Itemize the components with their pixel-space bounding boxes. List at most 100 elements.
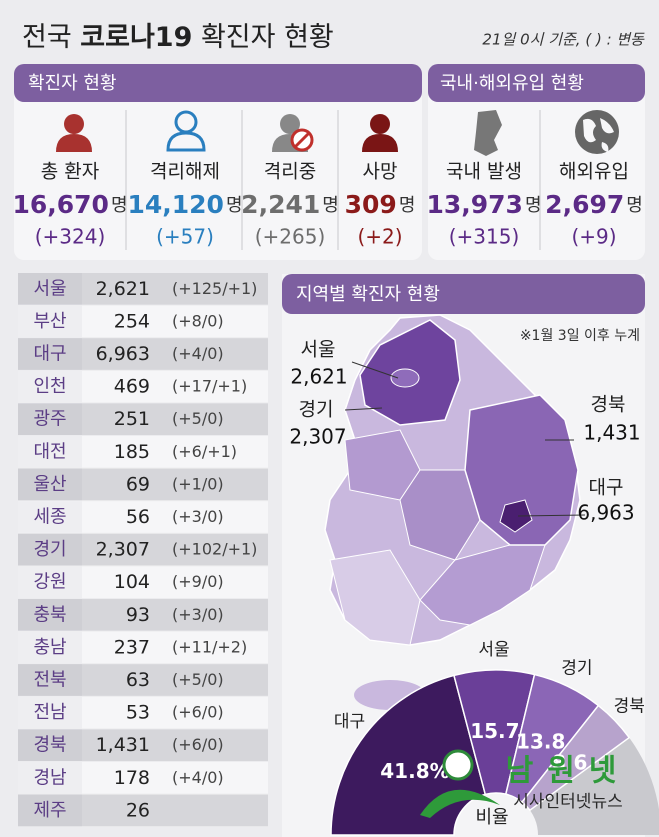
stat-label: 사망 [363,161,398,183]
region-count: 104 [114,571,150,593]
stat-unit: 명 [111,195,128,216]
stat-number: 14,120 [127,190,223,219]
region-count: 178 [114,767,150,789]
table-row-name-cell [18,599,82,631]
watermark-leaf [420,789,500,818]
stat-label: 격리해제 [150,161,220,183]
stat-unit: 명 [525,195,542,216]
map-label-value: 1,431 [583,421,640,445]
stat-label: 해외유입 [559,161,629,183]
status-header [14,64,422,102]
ratio-value-label: 13.8 [516,729,565,753]
table-row-name-cell [18,338,82,370]
watermark-logo [442,749,474,781]
table-row-name-cell [18,664,82,696]
table-row-name-cell [18,370,82,403]
map-label-value: 2,307 [289,425,346,449]
region-change: (+3/0) [172,507,224,526]
region-change: (+11/+2) [172,637,247,656]
region-change: (+3/0) [172,605,224,624]
region-count: 254 [114,310,150,332]
region-change: (+4/0) [172,768,224,787]
stat-change: (+265) [255,225,326,249]
region-change: (+6/0) [172,703,224,722]
map-gyeongbuk [464,394,579,546]
icon-globe [575,110,619,154]
ratio-chart: 41.8% 대구 15.7 서울 13.8 경기 8.6 경북 [330,640,659,836]
region-change: (+102/+1) [172,540,257,559]
region-count: 2,307 [96,539,150,561]
region-count: 237 [114,636,150,658]
stat-change: (+2) [357,225,402,249]
region-name: 충북 [33,604,66,625]
stat-value: 14,120 명 [127,190,242,219]
stat-label: 국내 발생 [446,161,522,183]
ratio-segment [521,704,631,812]
region-count: 1,431 [96,734,150,756]
region-count: 26 [126,799,150,821]
region-count: 185 [114,441,150,463]
map-labels: 서울 2,621 경기 2,307 경북 1,431 대구6,963 [289,339,640,525]
map-label-name: 대구 [589,477,624,499]
leader-line [351,361,399,379]
region-count: 69 [126,473,150,495]
icons [56,110,619,156]
stat-label: 총 환자 [41,161,99,183]
map-note: ※1월 3일 이후 누계 [520,328,640,344]
ratio-category: 경기 [561,659,592,679]
table-row-name-cell [18,403,82,435]
region-change: (+4/0) [172,344,224,363]
map-label-name: 경북 [591,394,626,416]
map-header [282,274,645,314]
table-row-name-cell [18,696,82,729]
region-name: 충남 [33,637,66,658]
table-row-name-cell [18,729,82,761]
origin-title: 국내·해외유입 현황 [440,73,584,94]
region-count: 251 [114,408,150,430]
watermark-name: 남원넷 [506,754,631,789]
region-name: 경남 [33,767,66,788]
ratio-value-label: 8.6 [552,751,587,775]
region-name: 대구 [33,344,66,365]
region-name: 전남 [33,702,66,723]
table-row-name-cell [18,436,82,468]
ratio-category: 경북 [614,697,645,717]
region-count: 469 [114,376,150,398]
region-name: 서울 [33,278,66,299]
stat-number: 2,241 [241,190,320,219]
stat-number: 16,670 [12,190,108,219]
stat-change: (+9) [571,225,616,249]
map-label-value: 2,621 [290,365,347,389]
title-suffix: 확진자 현황 [201,22,334,53]
leader-line [344,407,383,411]
stat-value: 2,241 명 [241,190,339,219]
stat-unit: 명 [322,195,339,216]
stat-change: (+324) [35,225,106,249]
title-prefix: 전국 [22,22,72,53]
region-count: 6,963 [96,343,150,365]
icon-death [362,114,398,152]
map-title: 지역별 확진자 현황 [296,284,440,305]
map-seoul [390,368,420,388]
table-row-name-cell [18,794,82,827]
table-row-name-cell [18,273,82,305]
map-label-value: 6,963 [577,501,634,525]
region-count: 56 [126,506,150,528]
map-label-name: 서울 [301,339,336,361]
icon-total [56,114,92,152]
stat-value: 2,697 명 [545,190,643,219]
stat-value: 16,670 명 [12,190,127,219]
region-change: (+1/0) [172,474,224,493]
region-count: 93 [126,604,150,626]
leader-line [517,514,586,517]
stat-unit: 명 [399,195,416,216]
ratio-category: 대구 [334,712,365,732]
dividers [125,110,541,250]
status-title: 확진자 현황 [28,73,117,94]
stat-value: 309 명 [345,190,416,219]
table-row-name-cell [18,468,82,501]
region-name: 부산 [33,311,66,332]
origin-header [428,64,645,102]
